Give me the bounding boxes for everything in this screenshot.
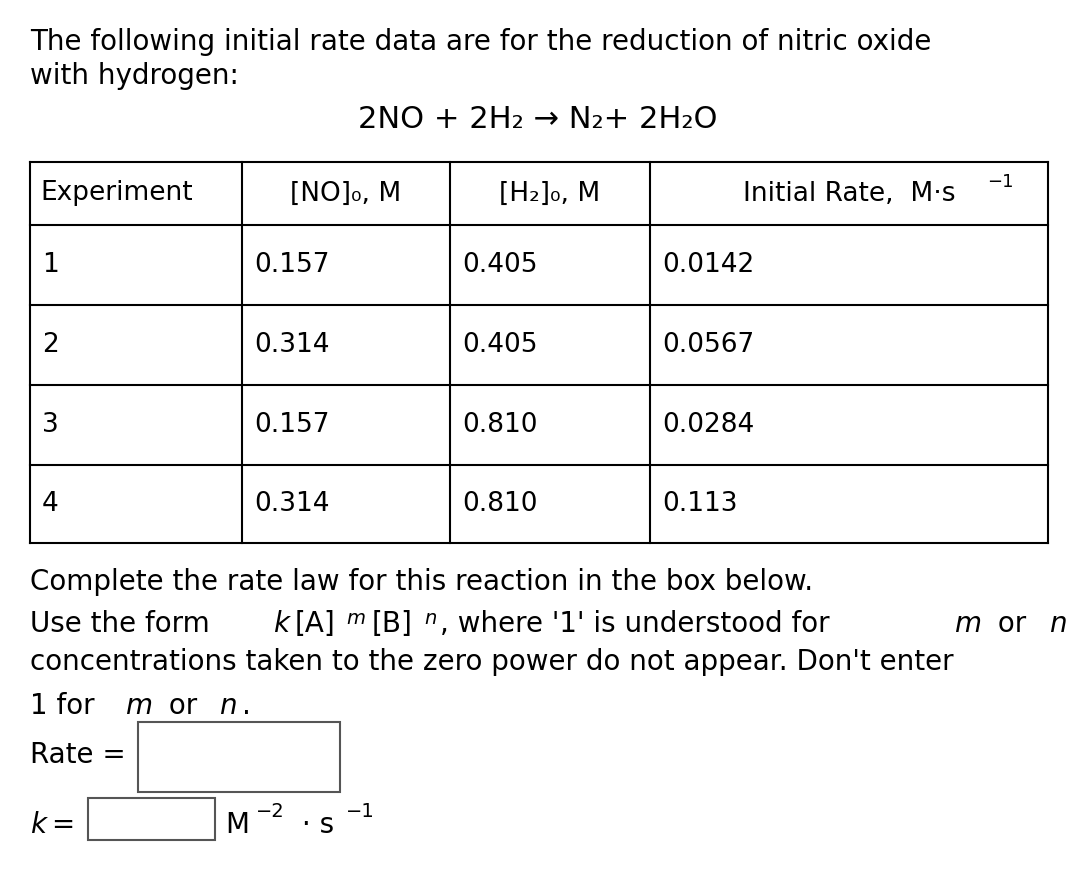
Text: 1 for: 1 for — [30, 692, 103, 720]
Text: n: n — [1048, 610, 1066, 638]
Text: 0.113: 0.113 — [662, 491, 737, 517]
Text: or: or — [989, 610, 1035, 638]
Text: 0.810: 0.810 — [462, 491, 538, 517]
Text: m: m — [346, 609, 366, 628]
Text: 0.405: 0.405 — [462, 252, 538, 278]
Text: n: n — [424, 609, 437, 628]
Text: Experiment: Experiment — [40, 181, 193, 206]
Text: −1: −1 — [987, 173, 1014, 191]
Text: [NO]₀, M: [NO]₀, M — [291, 181, 401, 206]
Text: 0.314: 0.314 — [254, 332, 329, 358]
Text: 0.0567: 0.0567 — [662, 332, 754, 358]
Text: 0.157: 0.157 — [254, 412, 329, 438]
Text: The following initial rate data are for the reduction of nitric oxide: The following initial rate data are for … — [30, 28, 932, 56]
Bar — [88, 798, 215, 840]
Text: and: and — [1072, 610, 1076, 638]
Text: 0.314: 0.314 — [254, 491, 329, 517]
Text: Rate =: Rate = — [30, 741, 126, 769]
Text: concentrations taken to the zero power do not appear. Don't enter: concentrations taken to the zero power d… — [30, 648, 953, 676]
Text: Initial Rate,  M·s: Initial Rate, M·s — [742, 181, 955, 206]
Text: 2NO + 2H₂ → N₂+ 2H₂O: 2NO + 2H₂ → N₂+ 2H₂O — [358, 105, 718, 134]
Text: 0.810: 0.810 — [462, 412, 538, 438]
Text: , where '1' is understood for: , where '1' is understood for — [440, 610, 838, 638]
Text: · s: · s — [293, 811, 335, 839]
Text: 2: 2 — [42, 332, 59, 358]
Text: 0.0284: 0.0284 — [662, 412, 754, 438]
Bar — [138, 722, 340, 792]
Text: −1: −1 — [346, 803, 374, 821]
Text: [H₂]₀, M: [H₂]₀, M — [499, 181, 600, 206]
Text: [B]: [B] — [371, 610, 412, 638]
Text: =: = — [43, 811, 75, 839]
Text: 0.405: 0.405 — [462, 332, 538, 358]
Text: or: or — [159, 692, 206, 720]
Text: with hydrogen:: with hydrogen: — [30, 62, 239, 90]
Text: 4: 4 — [42, 491, 59, 517]
Text: Use the form: Use the form — [30, 610, 218, 638]
Text: −2: −2 — [256, 803, 285, 821]
Text: 0.157: 0.157 — [254, 252, 329, 278]
Text: k: k — [273, 610, 289, 638]
Text: 1: 1 — [42, 252, 59, 278]
Text: M: M — [225, 811, 249, 839]
Text: .: . — [242, 692, 251, 720]
Text: m: m — [125, 692, 152, 720]
Text: Complete the rate law for this reaction in the box below.: Complete the rate law for this reaction … — [30, 568, 813, 596]
Text: 0.0142: 0.0142 — [662, 252, 754, 278]
Text: m: m — [954, 610, 981, 638]
Text: 3: 3 — [42, 412, 59, 438]
Text: n: n — [220, 692, 237, 720]
Text: k: k — [30, 811, 46, 839]
Text: [A]: [A] — [294, 610, 335, 638]
